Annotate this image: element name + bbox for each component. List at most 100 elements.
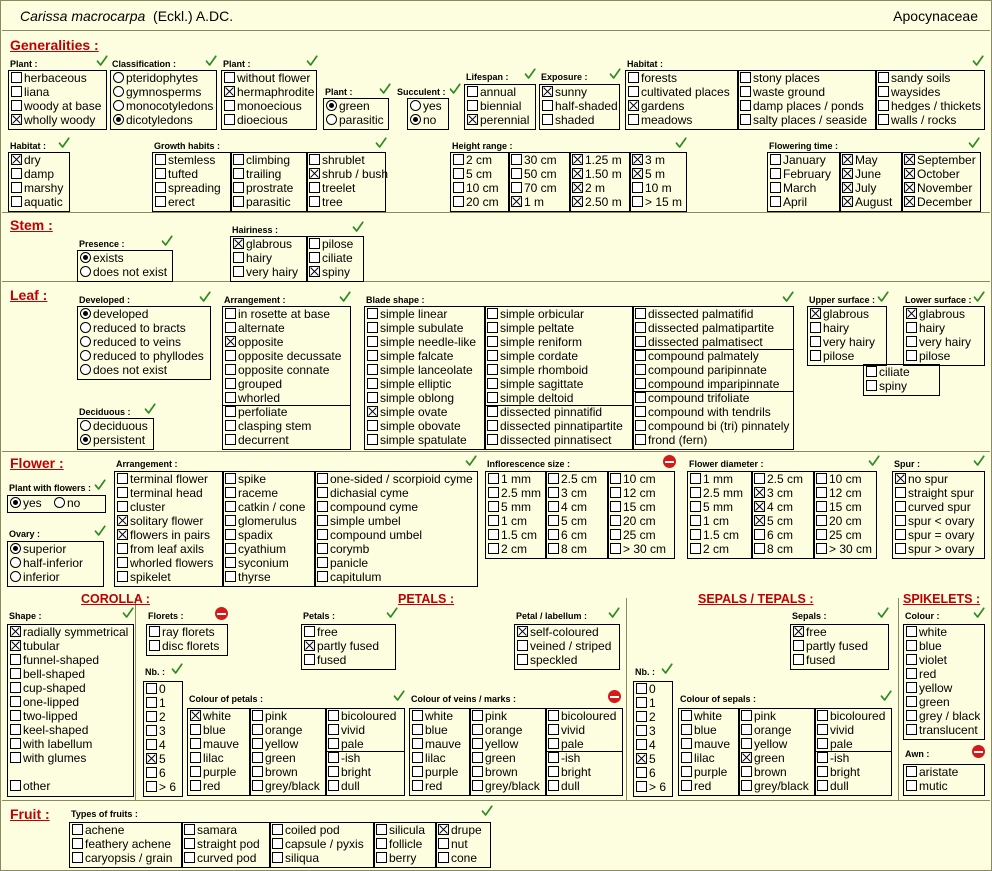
checkbox[interactable] — [367, 350, 378, 361]
checkbox[interactable] — [740, 114, 751, 125]
checkbox[interactable] — [309, 238, 320, 249]
option-checkbox[interactable]: coiled pod — [272, 823, 340, 837]
checkbox[interactable] — [225, 392, 236, 403]
checkbox[interactable] — [632, 182, 643, 193]
checkbox[interactable] — [412, 780, 423, 791]
option-checkbox[interactable]: 2.5 mm — [690, 486, 743, 500]
option-checkbox[interactable]: spreading — [155, 181, 221, 195]
option-checkbox[interactable]: simple sagittate — [487, 377, 583, 391]
checkbox[interactable] — [904, 182, 915, 193]
option-checkbox[interactable]: ciliate — [309, 251, 353, 265]
checkbox[interactable] — [190, 738, 201, 749]
checkbox[interactable] — [866, 366, 877, 377]
option-checkbox[interactable]: 20 cm — [453, 195, 499, 209]
checkbox[interactable] — [770, 154, 781, 165]
checkbox[interactable] — [252, 766, 263, 777]
option-checkbox[interactable]: corymb — [317, 542, 369, 556]
checkbox[interactable] — [632, 154, 643, 165]
option-checkbox[interactable]: spur < ovary — [895, 514, 974, 528]
option-checkbox[interactable]: feathery achene — [72, 837, 171, 851]
checkbox[interactable] — [117, 473, 128, 484]
option-checkbox[interactable]: erect — [155, 195, 195, 209]
checkbox[interactable] — [117, 487, 128, 498]
option-checkbox[interactable]: 1 cm — [488, 514, 527, 528]
checkbox[interactable] — [304, 654, 315, 665]
option-checkbox[interactable]: fused — [793, 653, 835, 667]
checkbox[interactable] — [754, 543, 765, 554]
checkbox[interactable] — [628, 100, 639, 111]
option-checkbox[interactable]: ray florets — [149, 625, 215, 639]
radio-button[interactable] — [113, 86, 124, 97]
option-checkbox[interactable]: whorled flowers — [117, 556, 213, 570]
checkbox[interactable] — [233, 154, 244, 165]
checkbox[interactable] — [10, 654, 21, 665]
checkbox[interactable] — [741, 710, 752, 721]
option-checkbox[interactable]: 2 m — [572, 181, 605, 195]
option-checkbox[interactable]: dissected palmatifid — [635, 307, 753, 321]
option-checkbox[interactable]: 4 cm — [754, 500, 793, 514]
checkbox[interactable] — [754, 487, 765, 498]
checkbox[interactable] — [11, 72, 22, 83]
option-checkbox[interactable]: clasping stem — [225, 419, 311, 433]
checkbox[interactable] — [117, 557, 128, 568]
option-checkbox[interactable]: red — [681, 779, 711, 793]
option-radio[interactable]: monocotyledons — [113, 99, 213, 113]
checkbox[interactable] — [548, 515, 559, 526]
option-checkbox[interactable]: purple — [681, 765, 727, 779]
option-checkbox[interactable]: mauve — [190, 737, 239, 751]
checkbox[interactable] — [488, 473, 499, 484]
option-checkbox[interactable]: in rosette at base — [225, 307, 330, 321]
checkbox[interactable] — [146, 697, 157, 708]
option-radio[interactable]: reduced to veins — [80, 335, 181, 349]
checkbox[interactable] — [412, 738, 423, 749]
checkbox[interactable] — [690, 487, 701, 498]
option-checkbox[interactable]: simple peltate — [487, 321, 574, 335]
option-checkbox[interactable]: 25 cm — [610, 528, 656, 542]
option-checkbox[interactable]: marshy — [11, 181, 63, 195]
option-checkbox[interactable]: green — [472, 751, 516, 765]
checkbox[interactable] — [817, 752, 828, 763]
radio-button[interactable] — [80, 350, 91, 361]
checkbox[interactable] — [681, 710, 692, 721]
checkbox[interactable] — [817, 780, 828, 791]
option-checkbox[interactable]: yellow — [252, 737, 298, 751]
option-checkbox[interactable]: brown — [472, 765, 518, 779]
checkbox[interactable] — [472, 724, 483, 735]
option-radio[interactable]: persistent — [80, 433, 145, 447]
radio-button[interactable] — [80, 420, 91, 431]
checkbox[interactable] — [10, 668, 21, 679]
option-radio[interactable]: reduced to phyllodes — [80, 349, 204, 363]
checkbox[interactable] — [272, 852, 283, 863]
option-checkbox[interactable]: glabrous — [810, 307, 869, 321]
radio-button[interactable] — [80, 322, 91, 333]
option-checkbox[interactable]: parasitic — [233, 195, 291, 209]
option-checkbox[interactable]: lilac — [681, 751, 715, 765]
option-checkbox[interactable]: terminal head — [117, 486, 203, 500]
checkbox[interactable] — [304, 626, 315, 637]
checkbox[interactable] — [770, 196, 781, 207]
checkbox[interactable] — [895, 487, 906, 498]
checkbox[interactable] — [11, 196, 22, 207]
checkbox[interactable] — [376, 838, 387, 849]
checkbox[interactable] — [11, 182, 22, 193]
checkbox[interactable] — [511, 182, 522, 193]
option-checkbox[interactable]: vivid — [548, 723, 585, 737]
option-checkbox[interactable]: 3 cm — [548, 486, 587, 500]
option-checkbox[interactable]: grey / black — [906, 709, 980, 723]
checkbox[interactable] — [610, 473, 621, 484]
checkbox[interactable] — [10, 696, 21, 707]
option-checkbox[interactable]: sunny — [542, 85, 587, 99]
option-checkbox[interactable]: curved pod — [184, 851, 256, 865]
option-checkbox[interactable]: shrublet — [309, 153, 365, 167]
checkbox[interactable] — [681, 766, 692, 777]
option-checkbox[interactable]: aquatic — [11, 195, 63, 209]
option-checkbox[interactable]: cup-shaped — [10, 681, 86, 695]
checkbox[interactable] — [225, 501, 236, 512]
checkbox[interactable] — [367, 392, 378, 403]
checkbox[interactable] — [817, 738, 828, 749]
radio-button[interactable] — [80, 252, 91, 263]
option-checkbox[interactable]: simple oblong — [367, 391, 454, 405]
option-checkbox[interactable]: cluster — [117, 500, 165, 514]
option-checkbox[interactable]: straight spur — [895, 486, 974, 500]
checkbox[interactable] — [487, 364, 498, 375]
